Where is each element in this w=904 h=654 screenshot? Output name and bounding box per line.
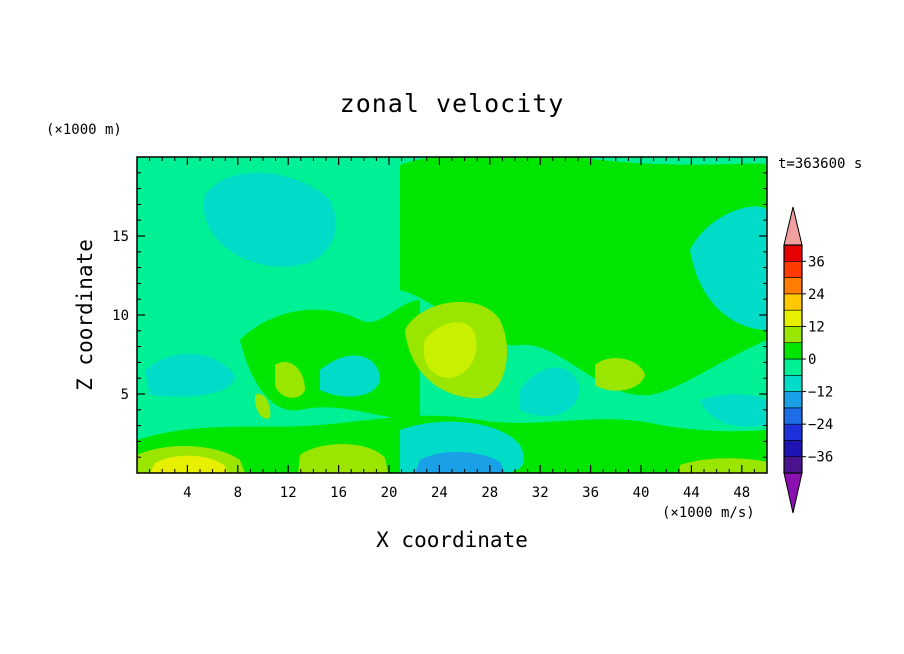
lime-cell-x38 bbox=[595, 357, 645, 391]
lime-cell-x13 bbox=[275, 361, 305, 398]
lime-cell-x10 bbox=[254, 394, 271, 419]
chart-title: zonal velocity bbox=[340, 89, 565, 118]
colorbar-segment bbox=[783, 374, 803, 392]
colorbar-segment bbox=[783, 309, 803, 327]
cyan-upper-left bbox=[203, 172, 336, 267]
colorbar-min-arrow bbox=[783, 472, 803, 514]
cyan-mid-low bbox=[320, 355, 380, 397]
x-tick-label: 20 bbox=[381, 485, 398, 501]
x-ticks: 4 8 12 16 20 24 28 32 36 40 44 48 bbox=[149, 157, 755, 501]
x-tick-label: 32 bbox=[532, 485, 549, 501]
x-tick-label: 24 bbox=[431, 485, 448, 501]
cyan-right-low bbox=[700, 394, 767, 427]
x-unit-label: (×1000 m/s) bbox=[662, 505, 755, 521]
colorbar-max-arrow bbox=[783, 206, 803, 246]
colorbar-segment bbox=[783, 456, 803, 474]
cyan-center-right bbox=[520, 367, 580, 416]
lime-lower-right bbox=[680, 458, 767, 473]
x-tick-label: 4 bbox=[183, 485, 191, 501]
yellow-central bbox=[423, 322, 477, 378]
x-tick-label: 44 bbox=[683, 485, 700, 501]
y-tick-label: 5 bbox=[121, 387, 129, 403]
yellow-left-surface bbox=[150, 455, 228, 473]
y-axis-label: Z coordinate bbox=[73, 239, 97, 391]
colorbar-segment bbox=[783, 244, 803, 262]
colorbar-tick-label: −36 bbox=[808, 450, 833, 466]
colorbar-segment bbox=[783, 326, 803, 344]
colorbar-segment bbox=[783, 342, 803, 360]
x-tick-label: 40 bbox=[633, 485, 650, 501]
time-label: t=363600 s bbox=[778, 156, 862, 172]
colorbar-segment bbox=[783, 391, 803, 409]
blue-surface bbox=[415, 451, 505, 473]
x-tick-label: 8 bbox=[234, 485, 242, 501]
colorbar-tick-label: 12 bbox=[808, 319, 825, 335]
colorbar-segment bbox=[783, 358, 803, 376]
contour-field bbox=[137, 157, 767, 473]
colorbar-segment bbox=[783, 293, 803, 311]
colorbar-segment bbox=[783, 407, 803, 425]
x-tick-label: 48 bbox=[733, 485, 750, 501]
x-tick-label: 36 bbox=[582, 485, 599, 501]
cyan-left-low bbox=[145, 353, 235, 397]
colorbar-segment bbox=[783, 423, 803, 441]
colorbar-tick-label: −24 bbox=[808, 417, 833, 433]
lime-lower-center bbox=[298, 444, 388, 473]
y-ticks: 5 10 15 bbox=[112, 172, 767, 458]
colorbar-segment bbox=[783, 277, 803, 295]
cyan-right-edge bbox=[690, 206, 767, 330]
colorbar-tick-label: −12 bbox=[808, 385, 833, 401]
y-unit-label: (×1000 m) bbox=[46, 122, 122, 138]
colorbar-tick-label: 0 bbox=[808, 352, 816, 368]
colorbar-tick-label: 24 bbox=[808, 287, 825, 303]
x-tick-label: 12 bbox=[280, 485, 297, 501]
y-tick-label: 10 bbox=[112, 308, 129, 324]
colorbar-tick-label: 36 bbox=[808, 254, 825, 270]
x-tick-label: 28 bbox=[481, 485, 498, 501]
colorbar-segment bbox=[783, 440, 803, 458]
x-tick-label: 16 bbox=[330, 485, 347, 501]
y-tick-label: 15 bbox=[112, 229, 129, 245]
x-axis-label: X coordinate bbox=[376, 528, 528, 552]
colorbar: 36 24 12 0 −12 −24 −36 bbox=[783, 206, 833, 514]
colorbar-segment bbox=[783, 260, 803, 278]
